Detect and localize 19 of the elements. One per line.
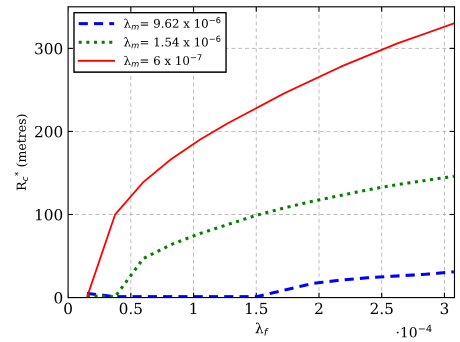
text: ·10$^{−4}$ — [396, 324, 432, 338]
x-tick-label: 2.5 — [370, 302, 393, 314]
legend-label: λ$_{m}$= 6 x 10$^{−7}$ — [124, 54, 202, 67]
legend-label: λ$_{m}$= 1.54 x 10$^{−6}$ — [124, 36, 220, 48]
x-tick-label: 3 — [440, 302, 448, 314]
line-series — [85, 270, 454, 298]
y-tick-label: 100 — [36, 208, 62, 221]
y-tick-label: 300 — [35, 42, 62, 54]
x-axis-title: λ$_{f}$ — [255, 322, 268, 336]
x-tick-label: 0.5 — [120, 302, 142, 314]
y-tick-label: 0 — [54, 292, 62, 304]
x-tick-label: 1.5 — [246, 302, 268, 314]
y-axis-title: R$_{c}$$^{*}$ (metres) — [14, 114, 28, 190]
x-tick-label: 1 — [190, 302, 196, 314]
line-series — [85, 174, 454, 298]
y-tick-label: 200 — [35, 126, 62, 138]
x-tick-label: 2 — [315, 302, 322, 314]
x-tick-label: 0 — [64, 302, 72, 314]
legend-label: λ$_{m}$= 9.62 x 10$^{−6}$ — [124, 17, 220, 30]
